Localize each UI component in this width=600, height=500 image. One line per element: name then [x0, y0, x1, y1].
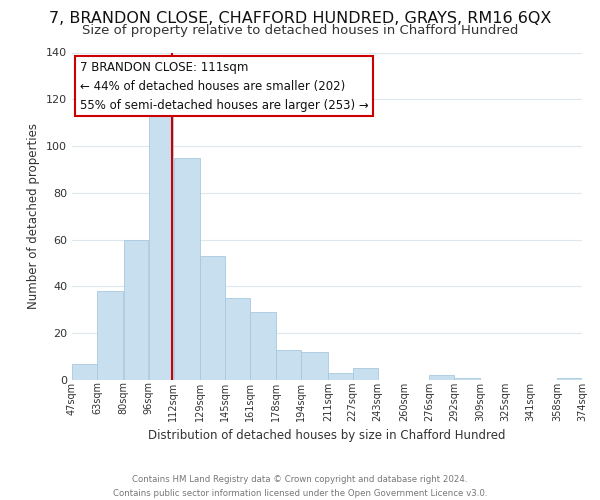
Bar: [124, 240, 148, 380]
Bar: [277, 350, 301, 380]
Y-axis label: Number of detached properties: Number of detached properties: [28, 123, 40, 309]
Bar: [97, 291, 124, 380]
Bar: [149, 114, 173, 380]
Bar: [454, 378, 481, 380]
Text: 7 BRANDON CLOSE: 111sqm
← 44% of detached houses are smaller (202)
55% of semi-d: 7 BRANDON CLOSE: 111sqm ← 44% of detache…: [80, 60, 368, 112]
Bar: [173, 158, 200, 380]
X-axis label: Distribution of detached houses by size in Chafford Hundred: Distribution of detached houses by size …: [148, 429, 506, 442]
Text: 7, BRANDON CLOSE, CHAFFORD HUNDRED, GRAYS, RM16 6QX: 7, BRANDON CLOSE, CHAFFORD HUNDRED, GRAY…: [49, 11, 551, 26]
Bar: [557, 378, 582, 380]
Bar: [328, 373, 353, 380]
Bar: [429, 376, 454, 380]
Text: Contains HM Land Registry data © Crown copyright and database right 2024.
Contai: Contains HM Land Registry data © Crown c…: [113, 476, 487, 498]
Bar: [200, 256, 225, 380]
Bar: [225, 298, 250, 380]
Bar: [72, 364, 97, 380]
Bar: [250, 312, 276, 380]
Text: Size of property relative to detached houses in Chafford Hundred: Size of property relative to detached ho…: [82, 24, 518, 37]
Bar: [301, 352, 328, 380]
Bar: [353, 368, 377, 380]
